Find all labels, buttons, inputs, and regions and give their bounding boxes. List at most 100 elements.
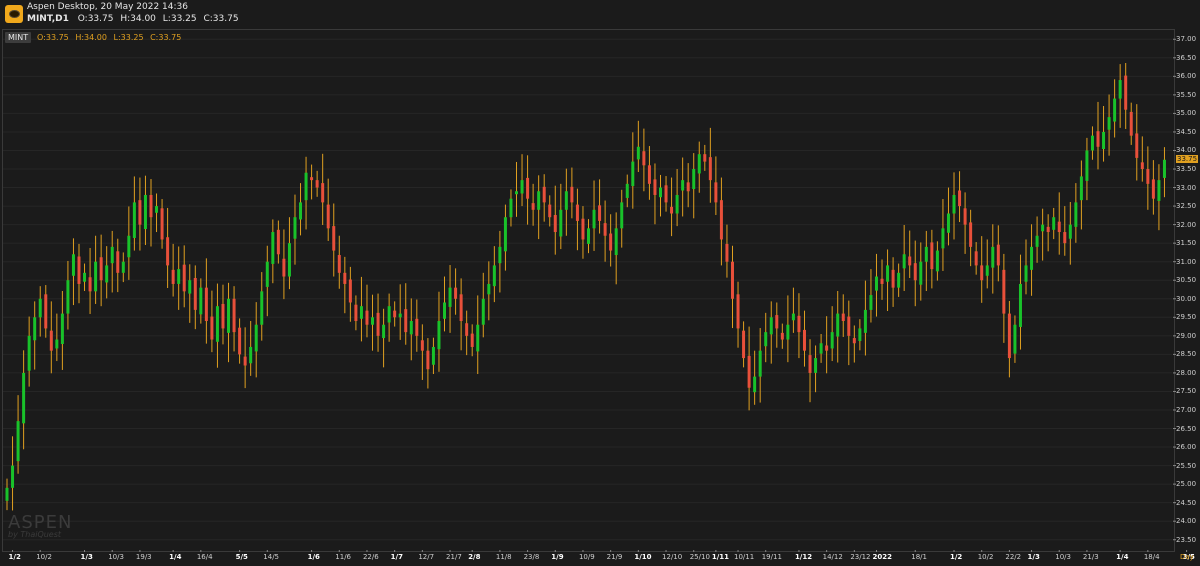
candle-body [692,169,696,190]
x-tick-label: 1/3 [80,553,93,561]
candle-body [636,146,640,160]
candle-body [238,327,242,355]
candle-body [686,182,690,192]
x-tick-label: 23/12 [850,553,871,561]
candle-body [958,190,962,207]
candle-body [149,194,153,218]
candle-body [121,261,125,273]
candle-body [60,313,64,344]
candle-body [282,258,286,277]
candle-body [1146,169,1150,184]
x-tick-label: 14/5 [263,553,280,561]
candle-body [5,487,9,501]
x-tick-label: 11/8 [495,553,512,561]
candle-body [271,232,275,264]
x-tick-label: 14/12 [822,553,843,561]
candle-body [736,294,740,329]
y-tick-label: 27.00 [1176,405,1197,414]
y-tick-label: 33.50 [1176,165,1197,174]
candle-body [227,298,231,333]
x-tick-label: 10/3 [1055,553,1071,561]
candle-body [1085,150,1089,181]
close-value: C:33.75 [203,14,239,24]
y-tick-label: 37.00 [1176,35,1197,44]
candle-body [642,151,646,166]
candle-body [337,255,341,273]
candle-body [814,358,818,373]
y-tick-label: 36.50 [1176,53,1197,62]
candle-body [869,295,873,310]
candle-body [775,315,779,329]
candle-body [1140,162,1144,170]
x-tick-label: 1/12 [794,553,813,561]
chart-plot-area[interactable] [2,29,1175,552]
candle-body [747,355,751,388]
high-value: H:34.00 [120,14,156,24]
candle-body [908,256,912,266]
period-label[interactable]: Day [1180,553,1194,561]
candle-body [11,465,15,488]
candle-body [658,187,662,198]
x-tick-label: 1/9 [551,553,564,561]
candle-body [454,287,458,299]
candle-body [1018,283,1022,327]
time-axis[interactable]: 1/2 10/2 1/3 10/3 19/3 1/4 16/4 5/5 14/5 1/6 11/6 2… [0,551,1200,566]
legend-low: L:33.25 [113,33,144,42]
candle-body [1135,133,1139,158]
candle-body [1129,111,1133,136]
candle-body [310,177,314,181]
symbol-tag[interactable]: MINT [5,32,32,43]
candle-body [431,346,435,365]
candle-body [33,317,37,341]
x-tick-label: 10/2 [36,553,52,561]
candle-body [177,269,181,284]
candle-body [1096,131,1100,147]
candle-body [991,246,995,268]
price-axis[interactable]: 23.50 24.00 24.50 25.00 25.50 26.00 26.50 27.00… [1174,29,1200,550]
candle-body [459,294,463,322]
x-tick-label: 22/2 [1005,553,1022,561]
candle-body [204,287,208,322]
candle-body [697,154,701,174]
candle-body [359,306,363,319]
candle-body [802,329,806,351]
candle-body [581,218,585,240]
candle-body [265,261,269,287]
candle-body [874,276,878,291]
candle-body [210,316,214,340]
candle-body [293,217,297,239]
candle-body [376,312,380,336]
candle-body [88,277,92,292]
candle-body [348,279,352,303]
candle-body [1013,324,1017,354]
x-tick-label: 1/2 [8,553,21,561]
candle-body [49,330,53,351]
x-tick-label: 11/6 [335,553,352,561]
watermark-main: ASPEN [8,512,73,533]
legend-high: H:34.00 [75,33,107,42]
x-tick-label: 21/7 [446,553,462,561]
candle-body [924,246,928,262]
x-tick-label: 16/4 [196,553,213,561]
candle-body [77,256,81,284]
candle-body [603,223,607,236]
candle-body [415,318,419,336]
candle-body [587,228,590,244]
y-tick-label: 27.50 [1176,387,1197,396]
candle-body [670,206,674,214]
candle-body [509,198,513,218]
candle-body [592,209,596,229]
candle-body [620,202,624,229]
candle-body [537,191,541,210]
candle-body [1074,202,1078,227]
x-tick-label: 23/8 [523,553,540,561]
candle-body [880,278,884,284]
candle-body [365,310,369,325]
ohlc-legend: O:33.75 H:34.00 L:33.25 C:33.75 [37,33,185,42]
candle-body [182,264,186,292]
candle-body [1079,176,1083,201]
candle-body [1124,75,1128,110]
candle-body [548,204,552,218]
candle-body [254,324,258,352]
